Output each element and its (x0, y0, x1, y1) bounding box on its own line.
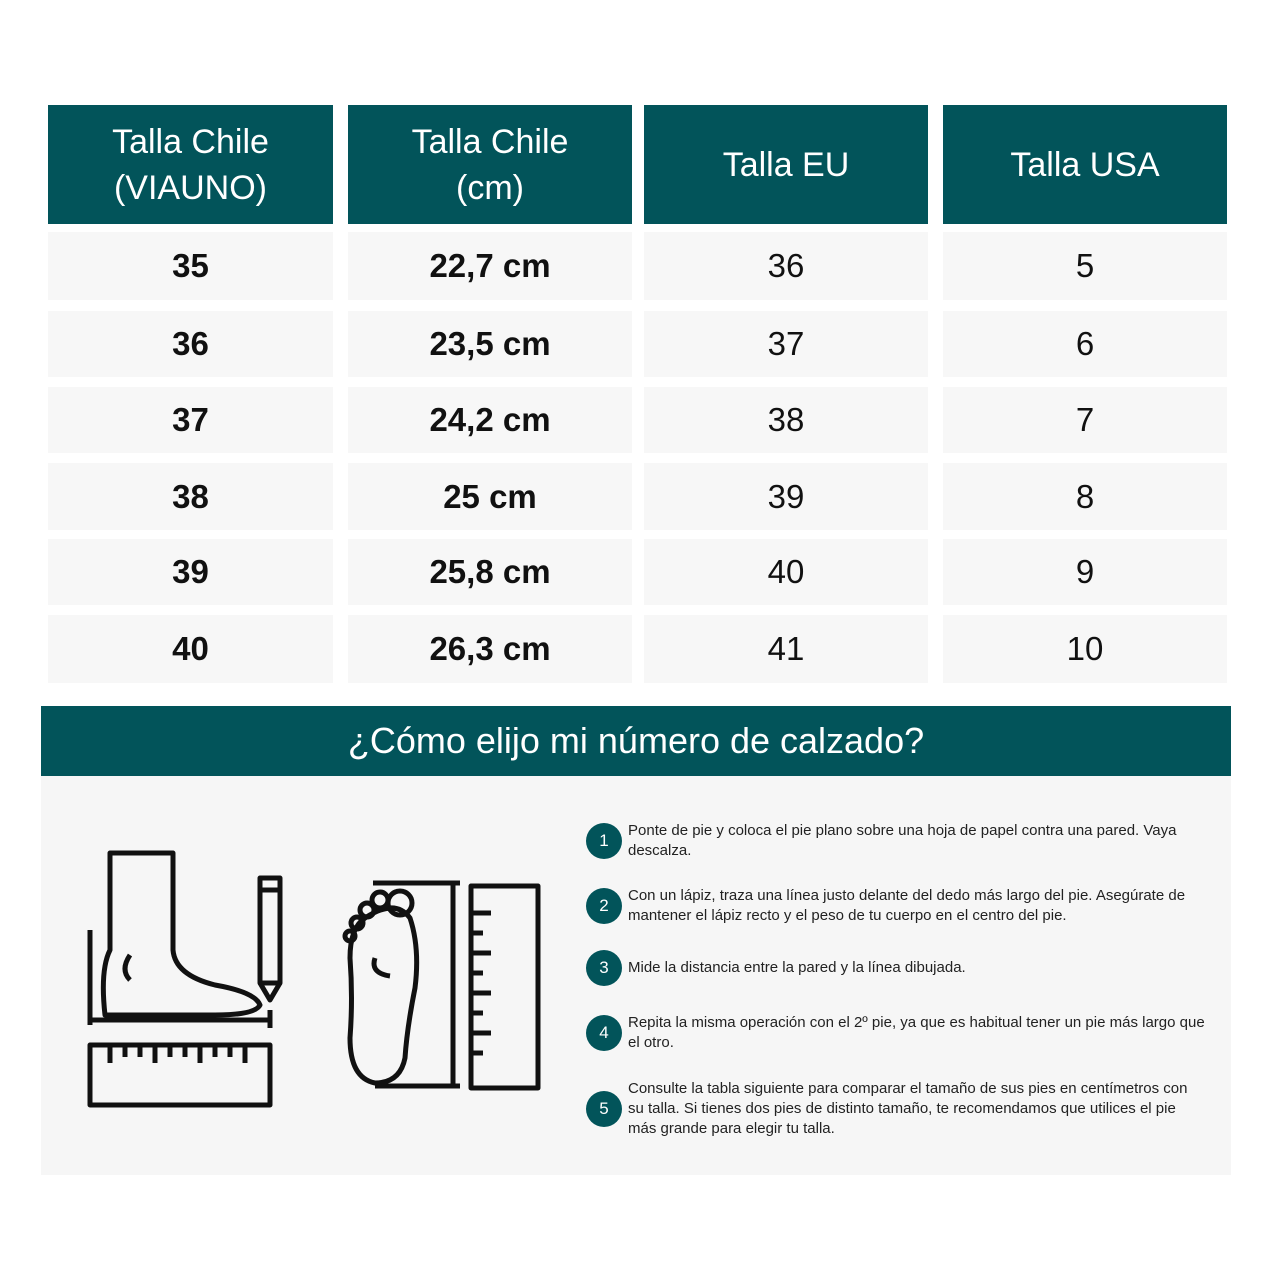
table-cell: 6 (943, 311, 1227, 377)
step-number: 2 (586, 888, 622, 924)
table-cell: 9 (943, 539, 1227, 605)
step-text: Consulte la tabla siguiente para compara… (628, 1080, 1188, 1137)
table-cell: 40 (48, 615, 333, 683)
table-cell: 40 (644, 539, 928, 605)
guide-panel (41, 776, 1231, 1175)
list-item: 5 Consulte la tabla siguiente para compar… (586, 1079, 1206, 1139)
step-text: Repita la misma operación con el 2º pie,… (628, 1014, 1205, 1051)
list-item: 2 Con un lápiz, traza una línea justo del… (586, 886, 1206, 926)
list-item: 3 Mide la distancia entre la pared y la l… (586, 950, 1206, 986)
step-number: 3 (586, 950, 622, 986)
table-cell: 24,2 cm (348, 387, 632, 453)
table-cell: 5 (943, 232, 1227, 300)
table-cell: 26,3 cm (348, 615, 632, 683)
step-text: Con un lápiz, traza una línea justo dela… (628, 887, 1186, 924)
table-cell: 10 (943, 615, 1227, 683)
table-cell: 25 cm (348, 463, 632, 530)
table-cell: 8 (943, 463, 1227, 530)
table-cell: 38 (644, 387, 928, 453)
table-cell: 37 (48, 387, 333, 453)
table-cell: 41 (644, 615, 928, 683)
table-cell: 39 (48, 539, 333, 605)
column-header: Talla EU (644, 105, 928, 224)
step-text: Mide la distancia entre la pared y la lí… (628, 959, 966, 976)
foot-side-ruler-pencil-icon (87, 850, 283, 1108)
list-item: 1 Ponte de pie y coloca el pie plano sobr… (586, 821, 1206, 861)
table-cell: 39 (644, 463, 928, 530)
table-cell: 35 (48, 232, 333, 300)
table-cell: 36 (48, 311, 333, 377)
table-cell: 38 (48, 463, 333, 530)
guide-title: ¿Cómo elijo mi número de calzado? (41, 706, 1231, 776)
table-cell: 25,8 cm (348, 539, 632, 605)
step-text: Ponte de pie y coloca el pie plano sobre… (628, 822, 1177, 859)
step-number: 1 (586, 823, 622, 859)
step-number: 4 (586, 1015, 622, 1051)
table-cell: 23,5 cm (348, 311, 632, 377)
table-cell: 37 (644, 311, 928, 377)
column-header: Talla Chile (cm) (348, 105, 632, 224)
column-header: Talla Chile (VIAUNO) (48, 105, 333, 224)
table-cell: 22,7 cm (348, 232, 632, 300)
step-number: 5 (586, 1091, 622, 1127)
foot-sole-ruler-icon (342, 880, 541, 1091)
column-header: Talla USA (943, 105, 1227, 224)
table-cell: 7 (943, 387, 1227, 453)
list-item: 4 Repita la misma operación con el 2º pie… (586, 1013, 1206, 1053)
table-cell: 36 (644, 232, 928, 300)
